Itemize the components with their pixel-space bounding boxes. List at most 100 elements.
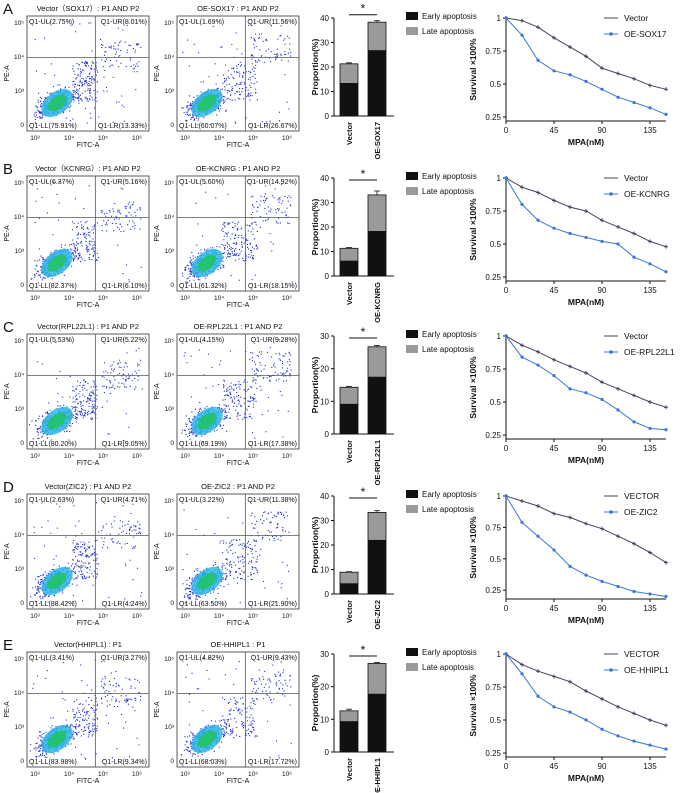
- flow-dot: [248, 253, 250, 255]
- flow-dot: [88, 85, 90, 87]
- flow-dot: [282, 355, 284, 357]
- flow-dot: [224, 80, 226, 82]
- flow-dot: [59, 84, 61, 86]
- flow-dot: [121, 95, 123, 97]
- flow-dot: [34, 276, 36, 278]
- flow-dot: [121, 547, 123, 549]
- flow-dot: [75, 555, 77, 557]
- flow-dot: [84, 64, 86, 66]
- flow-dot: [50, 532, 52, 534]
- flow-dot: [280, 183, 282, 185]
- line-x-tick-label: 90: [598, 286, 607, 295]
- flow-dot: [131, 530, 133, 532]
- flow-y-tick: 10⁵: [14, 498, 24, 505]
- flow-dot: [222, 266, 224, 268]
- flow-dot: [284, 51, 286, 53]
- flow-dot: [65, 536, 67, 538]
- flow-dot: [40, 111, 42, 113]
- flow-dot: [214, 63, 216, 65]
- flow-dot: [57, 401, 59, 403]
- flow-dot: [135, 526, 137, 528]
- bar-y-axis-label: Proportion(%): [310, 357, 320, 414]
- line-x-tick-label: 45: [550, 126, 559, 135]
- flow-dot: [34, 122, 36, 124]
- flow-dot: [189, 113, 191, 115]
- flow-dot: [228, 77, 230, 79]
- flow-dot: [74, 572, 76, 574]
- flow-dot: [270, 61, 272, 63]
- flow-dot: [88, 22, 90, 24]
- flow-dot: [253, 238, 255, 240]
- flow-dot: [42, 574, 44, 576]
- flow-dot: [68, 86, 70, 88]
- flow-dot: [230, 94, 232, 96]
- flow-dot: [126, 264, 128, 266]
- flow-dot: [102, 527, 104, 529]
- flow-dot: [78, 102, 80, 104]
- flow-dot: [202, 235, 204, 237]
- flow-x-tick: 10³: [180, 295, 190, 302]
- line-x-tick-label: 0: [504, 444, 509, 453]
- flow-dot: [74, 572, 76, 574]
- flow-dot: [266, 197, 268, 199]
- flow-dot: [80, 565, 82, 567]
- line-legend-marker: [609, 350, 613, 354]
- flow-dot: [134, 545, 136, 547]
- flow-y-axis-label: PE-A: [4, 543, 11, 560]
- flow-dot: [41, 526, 43, 528]
- flow-dot: [223, 235, 225, 237]
- flow-dot: [239, 93, 241, 95]
- flow-dot: [76, 76, 78, 78]
- flow-dot: [237, 97, 239, 99]
- flow-dot: [281, 373, 283, 375]
- flow-dot: [189, 275, 191, 277]
- flow-x-axis-label: FITC-A: [227, 302, 250, 309]
- flow-dot: [251, 357, 253, 359]
- flow-dot: [123, 374, 125, 376]
- flow-dot: [82, 577, 84, 579]
- flow-dot: [278, 358, 280, 360]
- flow-dot: [90, 81, 92, 83]
- flow-dot: [136, 567, 138, 569]
- flow-dot: [221, 229, 223, 231]
- flow-dot: [57, 393, 59, 395]
- flow-dot: [48, 595, 50, 597]
- flow-dot: [82, 562, 84, 564]
- flow-dot: [140, 533, 142, 535]
- flow-dot: [87, 228, 89, 230]
- flow-dot: [237, 63, 239, 65]
- flow-dot: [55, 249, 57, 251]
- flow-dot: [74, 252, 76, 254]
- flow-dot: [87, 410, 89, 412]
- flow-dot: [188, 420, 190, 422]
- flow-dot: [254, 73, 256, 75]
- flow-dot: [84, 97, 86, 99]
- flow-dot: [71, 405, 73, 407]
- flow-dot: [239, 414, 241, 416]
- flow-dot: [81, 408, 83, 410]
- line-legend-marker: [609, 192, 613, 196]
- flow-dot: [108, 183, 110, 185]
- flow-x-tick: 10⁶: [282, 135, 292, 142]
- flow-dot: [255, 368, 257, 370]
- flow-dot: [36, 589, 38, 591]
- flow-dot: [276, 48, 278, 50]
- flow-dot: [75, 577, 77, 579]
- flow-dot: [187, 282, 189, 284]
- flow-dot: [71, 265, 73, 267]
- flow-dot: [94, 382, 96, 384]
- flow-dot: [81, 565, 83, 567]
- flow-dot: [101, 375, 103, 377]
- flow-dot: [271, 250, 273, 252]
- flow-dot: [37, 580, 39, 582]
- flow-dot: [105, 47, 107, 49]
- flow-dot: [32, 587, 34, 589]
- flow-dot: [44, 595, 46, 597]
- flow-dot: [73, 92, 75, 94]
- flow-dot: [275, 212, 277, 214]
- flow-dot: [141, 388, 143, 390]
- flow-dot: [252, 233, 254, 235]
- flow-dot: [248, 70, 250, 72]
- flow-dot: [236, 405, 238, 407]
- flow-dot: [261, 121, 263, 123]
